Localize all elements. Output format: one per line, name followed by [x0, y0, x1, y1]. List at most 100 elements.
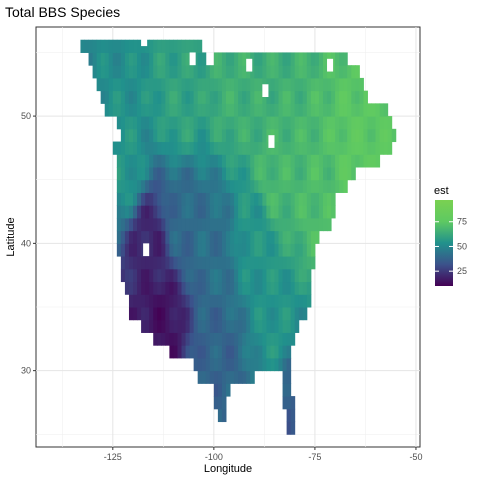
map-cell: [254, 256, 259, 270]
map-cell: [363, 141, 368, 155]
map-cell: [290, 281, 296, 295]
map-cell: [310, 52, 316, 66]
map-cell: [213, 205, 219, 219]
map-cell: [314, 217, 320, 232]
map-cell: [193, 52, 199, 66]
map-cell: [351, 116, 356, 130]
map-cell: [84, 39, 90, 53]
map-cell: [234, 167, 239, 181]
map-cell: [258, 90, 263, 104]
map-cell: [193, 192, 199, 206]
map-cell: [238, 116, 243, 130]
map-cell: [274, 217, 280, 232]
map-cell: [278, 90, 284, 104]
map-cell: [234, 192, 239, 206]
map-cell: [181, 243, 187, 257]
map-cell: [246, 332, 251, 346]
map-cell: [262, 243, 267, 257]
map-cell: [133, 307, 138, 321]
map-cell: [128, 192, 134, 206]
map-cell: [278, 179, 284, 193]
map-cell: [169, 154, 174, 168]
map-cell: [306, 192, 312, 206]
map-cell: [282, 307, 288, 321]
map-cell: [161, 90, 166, 104]
map-cell: [250, 256, 255, 270]
map-cell: [238, 179, 243, 193]
map-cell: [258, 281, 263, 295]
map-cell: [133, 116, 138, 130]
map-cell: [306, 243, 312, 257]
map-cell: [343, 103, 348, 117]
map-cell: [149, 154, 154, 168]
map-cell: [201, 230, 207, 244]
map-cell: [197, 230, 203, 244]
map-cell: [149, 116, 154, 130]
map-cell: [331, 192, 336, 206]
map-cell: [133, 77, 138, 92]
map-cell: [322, 141, 328, 155]
map-cell: [242, 256, 247, 270]
map-cell: [254, 77, 259, 92]
map-cell: [161, 39, 166, 53]
map-cell: [250, 128, 255, 143]
map-cell: [238, 167, 243, 181]
no-data-cells: [141, 33, 334, 257]
map-cell: [238, 77, 243, 92]
map-cell: [181, 345, 187, 359]
map-cell: [217, 65, 223, 79]
map-cell: [298, 307, 304, 321]
map-cell: [217, 281, 223, 295]
map-cell: [282, 319, 288, 333]
map-cell: [230, 256, 235, 270]
map-cell: [128, 103, 134, 117]
map-cell: [173, 230, 178, 244]
map-cell: [213, 383, 219, 397]
map-cell: [197, 205, 203, 219]
map-cell: [189, 307, 195, 321]
map-cell: [242, 167, 247, 181]
map-cell: [181, 116, 187, 130]
map-cell: [322, 103, 328, 117]
map-cell: [189, 128, 195, 143]
map-cell: [197, 217, 203, 232]
map-cell: [331, 65, 336, 79]
map-cell: [197, 243, 203, 257]
map-cell: [96, 39, 102, 53]
map-cell: [169, 319, 174, 333]
map-cell: [193, 307, 199, 321]
map-cell: [387, 141, 393, 155]
map-cell: [161, 103, 166, 117]
map-cell: [258, 268, 263, 283]
map-cell: [145, 128, 150, 143]
map-cell: [149, 243, 154, 257]
map-cell: [197, 154, 203, 168]
map-cell: [169, 65, 174, 79]
map-cell: [355, 77, 360, 92]
map-cell: [217, 141, 223, 155]
map-cell: [306, 90, 312, 104]
map-cell: [274, 179, 280, 193]
map-cell: [169, 256, 174, 270]
map-cell: [221, 90, 227, 104]
map-cell: [201, 307, 207, 321]
map-cell: [230, 268, 235, 283]
map-cell: [230, 141, 235, 155]
map-cell: [258, 256, 263, 270]
legend-label: 25: [457, 266, 467, 276]
map-cell: [286, 268, 292, 283]
map-cell: [290, 217, 296, 232]
map-cell: [153, 52, 158, 66]
map-cell: [221, 77, 227, 92]
map-cell: [157, 167, 162, 181]
map-cell: [230, 243, 235, 257]
map-cell: [286, 77, 292, 92]
map-cell: [379, 103, 385, 117]
map-cell: [355, 90, 360, 104]
map-cell: [270, 116, 275, 130]
map-cell: [262, 103, 267, 117]
map-cell: [282, 268, 288, 283]
map-cell: [137, 39, 142, 53]
map-cell: [331, 77, 336, 92]
map-cell: [254, 90, 259, 104]
